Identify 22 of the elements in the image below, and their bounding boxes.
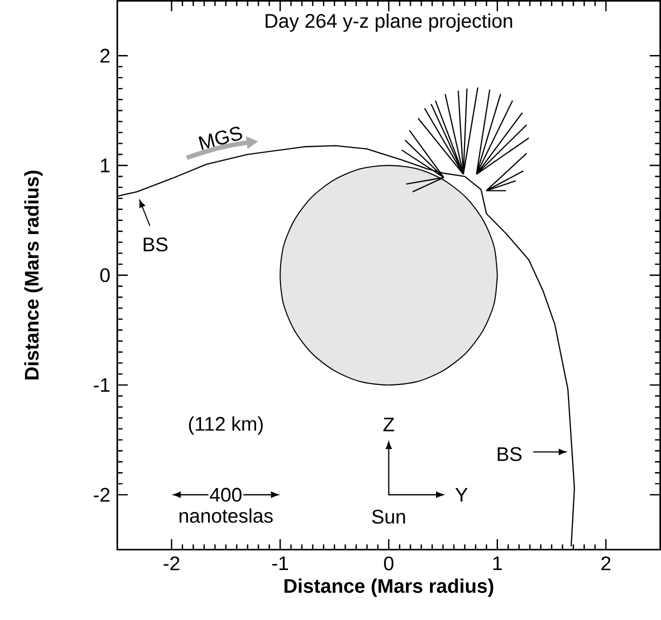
x-tick-label: 0 [384, 556, 394, 570]
annotation: nanoteslas [180, 508, 273, 523]
x-tick-label: -2 [164, 556, 180, 570]
y-tick-label: 1 [101, 158, 110, 172]
x-axis-title: Distance (Mars radius) [284, 578, 494, 597]
text: Day 264 y-z plane projection [266, 14, 512, 32]
annotation: 400 [210, 488, 242, 502]
annotation: BS [498, 447, 522, 462]
x-tick-label: 1 [493, 556, 502, 570]
annotation: (112 km) [189, 416, 263, 435]
annotation: MGS [198, 126, 242, 150]
y-tick-label: 2 [100, 48, 110, 63]
y-tick-label: 0 [100, 268, 110, 282]
y-tick-label: -2 [94, 488, 110, 502]
annotation: BS [144, 238, 168, 252]
annotation: Z [383, 418, 394, 432]
annotation: Sun [372, 510, 405, 524]
y-tick-label: -1 [94, 378, 110, 392]
x-tick-label: -1 [272, 556, 288, 570]
x-tick-label: 2 [601, 556, 610, 570]
annotation: Y [455, 488, 468, 502]
y-axis-title: Distance (Mars radius) [24, 170, 43, 380]
